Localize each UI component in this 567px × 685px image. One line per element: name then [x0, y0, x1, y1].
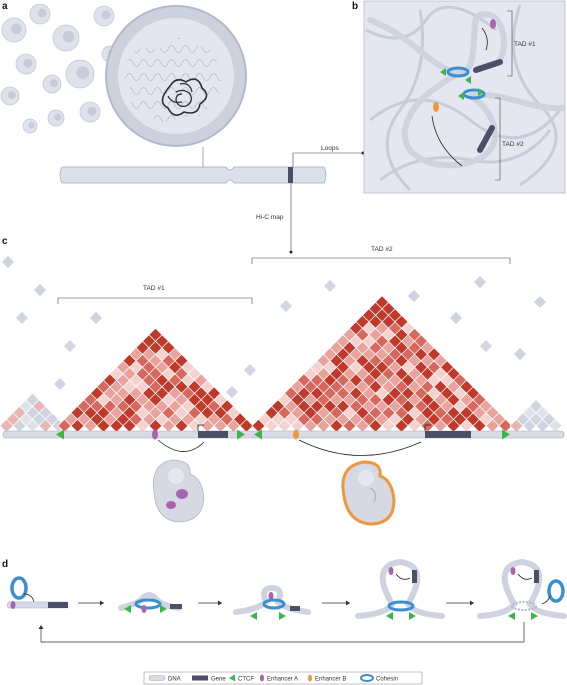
hic-contact-map	[0, 255, 563, 433]
hic-background-contact	[15, 311, 29, 325]
hic-edge-left	[25, 392, 40, 407]
hic-background-contact	[279, 299, 293, 313]
chromosome	[59, 166, 327, 184]
hic-background-contact	[225, 385, 239, 399]
svg-text:Gene: Gene	[211, 677, 226, 683]
tad-region-marker	[288, 167, 293, 183]
panel-label-b: b	[352, 1, 358, 12]
tad2-label-c: TAD #2	[371, 246, 393, 253]
tad-loop-panel	[363, 0, 566, 194]
hic-background-contact	[89, 311, 103, 325]
legend-item-cohesin: Cohesin	[360, 674, 398, 683]
hic-tad1	[148, 327, 163, 342]
legend: DNA Gene CTCF Enhancer A Enhancer B Cohe…	[143, 671, 423, 685]
legend-item-enhancer-b: Enhancer B	[308, 674, 346, 683]
embryo-a	[153, 459, 205, 523]
hic-tad2	[375, 295, 389, 310]
legend-item-gene: Gene	[192, 675, 226, 683]
hic-map-label: Hi-C map	[256, 214, 284, 221]
hic-background-contact	[63, 339, 77, 353]
hic-edge-right	[529, 399, 543, 414]
tad1-bracket	[57, 297, 253, 304]
hic-background-contact	[513, 347, 527, 361]
svg-text:Cohesin: Cohesin	[376, 677, 398, 683]
hic-background-contact	[53, 377, 67, 391]
hic-background-contact	[1, 255, 15, 269]
tad2-bracket	[251, 257, 511, 264]
hic-background-contact	[449, 311, 463, 325]
legend-item-dna: DNA	[148, 675, 181, 683]
hic-background-contact	[407, 289, 421, 303]
svg-text:DNA: DNA	[168, 677, 181, 683]
tad1-label-c: TAD #1	[143, 285, 165, 292]
svg-text:Enhancer A: Enhancer A	[267, 677, 298, 683]
tad1-label-b: TAD #1	[514, 41, 536, 48]
nucleus	[105, 5, 247, 167]
embryo-b	[341, 460, 396, 526]
loop-extrusion-steps	[6, 558, 567, 643]
panel-label-c: c	[2, 236, 8, 247]
panel-label-d: d	[2, 559, 8, 570]
dna-track	[2, 424, 565, 456]
legend-item-enhancer-a: Enhancer A	[260, 674, 298, 683]
hic-background-contact	[243, 363, 257, 377]
cell-population	[0, 3, 119, 134]
tad2-label-b: TAD #2	[502, 141, 524, 148]
svg-text:Enhancer B: Enhancer B	[315, 677, 346, 683]
hic-background-contact	[533, 295, 547, 309]
hic-background-contact	[479, 339, 493, 353]
hic-background-contact	[473, 275, 487, 289]
loops-label: Loops	[321, 145, 339, 152]
panel-label-a: a	[2, 1, 8, 12]
legend-item-ctcf: CTCF	[229, 674, 254, 683]
svg-text:CTCF: CTCF	[238, 677, 254, 683]
hic-background-contact	[323, 279, 337, 293]
hic-background-contact	[33, 283, 47, 297]
